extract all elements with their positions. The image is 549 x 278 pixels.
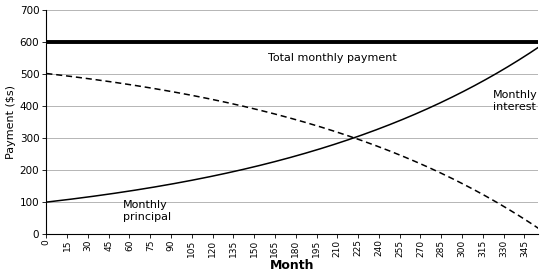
Text: Monthly
interest: Monthly interest xyxy=(492,90,537,112)
Text: Monthly
principal: Monthly principal xyxy=(122,200,171,222)
Text: Total monthly payment: Total monthly payment xyxy=(268,53,397,63)
Y-axis label: Payment ($s): Payment ($s) xyxy=(5,85,15,159)
X-axis label: Month: Month xyxy=(270,259,315,272)
